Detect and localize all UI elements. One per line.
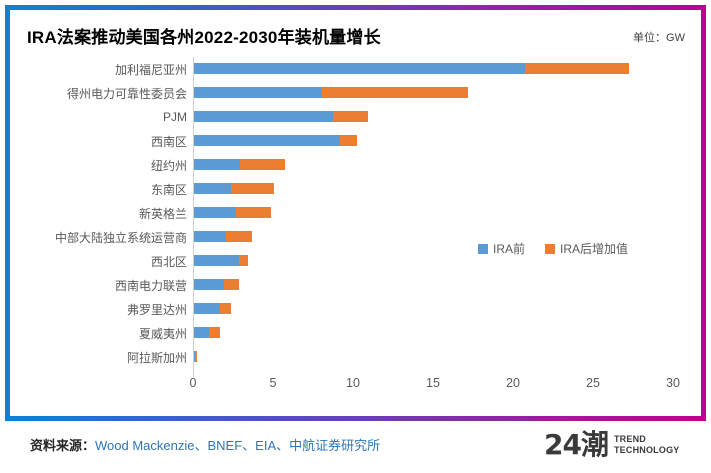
bar-segment-ira-before	[194, 159, 241, 170]
category-label: 西北区	[150, 254, 187, 269]
bar-segment-ira-before	[194, 135, 340, 146]
chart-legend: IRA前 IRA后增加值	[478, 240, 628, 257]
bar-segment-ira-before	[194, 207, 236, 218]
category-label: 阿拉斯加州	[126, 350, 187, 365]
bar-segment-ira-added	[226, 231, 252, 242]
logo-wordmark: 24潮	[544, 428, 609, 461]
legend-swatch	[478, 243, 488, 254]
bar-track	[193, 249, 674, 273]
bar-segment-ira-before	[194, 279, 225, 290]
bar-segment-ira-added	[209, 327, 221, 338]
category-label: 东南区	[150, 182, 187, 197]
bar-row: 得州电力可靠性委员会	[10, 81, 701, 105]
bar-segment-ira-added	[194, 351, 198, 362]
bar-row: 纽约州	[10, 153, 701, 177]
bar-track	[193, 201, 674, 225]
bar-row: 西南电力联营	[10, 273, 701, 297]
bar-segment-ira-before	[194, 87, 322, 98]
bar-row: 加利福尼亚州	[10, 57, 701, 81]
bar-segment-ira-added	[333, 111, 369, 122]
bar-segment-ira-added	[339, 135, 358, 146]
bar-chart-rows: 加利福尼亚州得州电力可靠性委员会 PJM 西南区纽约州东南区新英格兰中部大陆独立系统…	[10, 57, 701, 369]
unit-label: 单位：GW	[633, 32, 685, 44]
x-tick-label: 30	[666, 376, 680, 390]
legend-label: IRA前	[493, 242, 526, 256]
category-label: 西南区	[150, 134, 187, 149]
source-text: Wood Mackenzie、BNEF、EIA、中航证券研究所	[95, 438, 381, 453]
bar-row: 西北区	[10, 249, 701, 273]
bar-segment-ira-before	[194, 63, 526, 74]
legend-item: IRA前	[478, 240, 525, 257]
y-axis-line	[193, 369, 194, 377]
bar-row: 西南区	[10, 129, 701, 153]
bar-segment-ira-added	[235, 207, 271, 218]
x-tick-label: 15	[426, 376, 440, 390]
category-label: 加利福尼亚州	[114, 62, 187, 77]
source-line: 资料来源：Wood Mackenzie、BNEF、EIA、中航证券研究所	[30, 435, 380, 454]
legend-swatch	[545, 243, 556, 254]
x-axis: 0 5 10 15 20 25 30	[189, 376, 680, 396]
chart-frame: IRA法案推动美国各州2022-2030年装机量增长 单位：GW 加利福尼亚州得…	[5, 5, 706, 421]
bar-row: PJM	[10, 105, 701, 129]
bar-segment-ira-added	[219, 303, 231, 314]
bar-track	[193, 225, 674, 249]
bar-segment-ira-before	[194, 111, 334, 122]
category-label: 弗罗里达州	[126, 302, 187, 317]
bar-track	[193, 273, 674, 297]
bar-track	[193, 129, 674, 153]
bar-segment-ira-added	[230, 183, 274, 194]
x-tick-label: 5	[269, 376, 277, 390]
bar-row: 弗罗里达州	[10, 297, 701, 321]
category-label: 西南电力联营	[114, 278, 187, 293]
bar-track	[193, 81, 674, 105]
bar-segment-ira-added	[238, 255, 248, 266]
bar-segment-ira-added	[322, 87, 468, 98]
bar-segment-ira-added	[525, 63, 630, 74]
x-tick-label: 25	[586, 376, 600, 390]
bar-row: 阿拉斯加州	[10, 345, 701, 369]
category-label: 得州电力可靠性委员会	[66, 86, 187, 101]
x-tick-label: 0	[189, 376, 197, 390]
category-label: 夏威夷州	[138, 326, 187, 341]
bar-row: 中部大陆独立系统运营商	[10, 225, 701, 249]
logo-sub-technology: TECHNOLOGY	[613, 445, 680, 455]
category-label: 新英格兰	[138, 206, 187, 221]
bar-row: 东南区	[10, 177, 701, 201]
logo-sub-trend: TREND	[613, 434, 646, 445]
legend-label: IRA后增加值	[560, 242, 629, 256]
bar-segment-ira-before	[194, 183, 231, 194]
x-tick-label: 20	[506, 376, 520, 390]
category-label: 中部大陆独立系统运营商	[54, 230, 187, 245]
bar-segment-ira-added	[240, 159, 286, 170]
category-label: PJM	[163, 110, 187, 124]
brand-logo: 24潮 TREND TECHNOLOGY	[544, 431, 679, 459]
bar-track	[193, 177, 674, 201]
bar-track	[193, 321, 674, 345]
category-label: 纽约州	[150, 158, 187, 173]
chart-title: IRA法案推动美国各州2022-2030年装机量增长	[27, 28, 381, 47]
chart-area: IRA法案推动美国各州2022-2030年装机量增长 单位：GW 加利福尼亚州得…	[10, 10, 701, 416]
bar-track	[193, 153, 674, 177]
x-tick-label: 10	[346, 376, 360, 390]
bar-segment-ira-before	[194, 303, 220, 314]
bar-segment-ira-before	[194, 327, 210, 338]
logo-subtitle: TREND TECHNOLOGY	[614, 434, 680, 456]
bar-track	[193, 297, 674, 321]
bar-segment-ira-before	[194, 255, 239, 266]
legend-item: IRA后增加值	[545, 240, 628, 257]
bar-segment-ira-added	[224, 279, 239, 290]
source-prefix: 资料来源：	[30, 438, 96, 453]
bar-track	[193, 57, 674, 81]
bar-track	[193, 345, 674, 369]
bar-row: 夏威夷州	[10, 321, 701, 345]
bar-segment-ira-before	[194, 351, 195, 362]
bar-segment-ira-before	[194, 231, 226, 242]
bar-track	[193, 105, 674, 129]
bar-row: 新英格兰	[10, 201, 701, 225]
